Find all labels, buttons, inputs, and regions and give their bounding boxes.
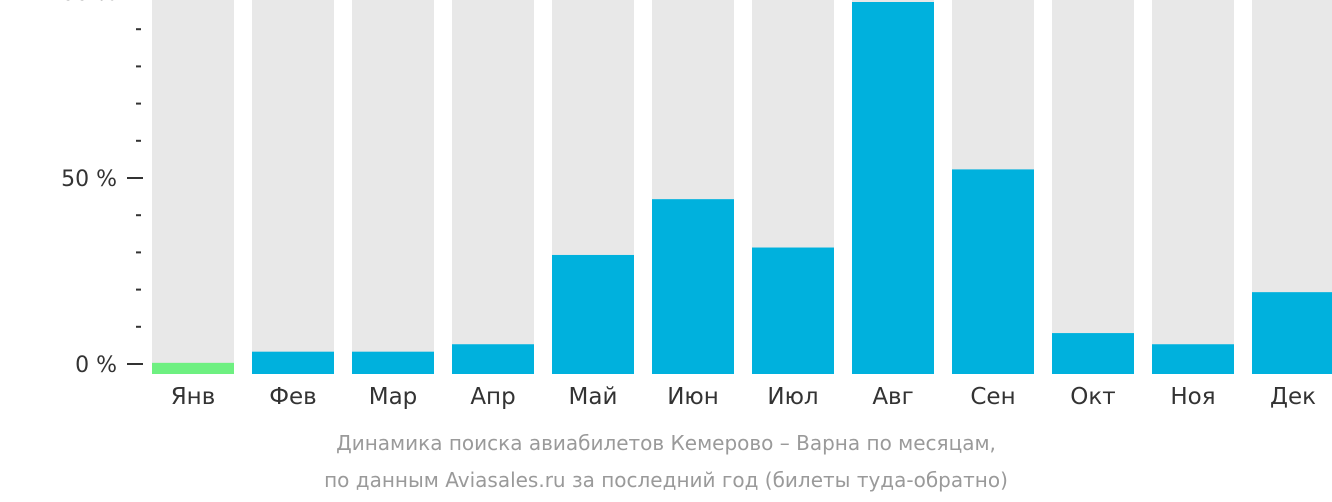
bar-chart: 0 % 50 % 100 % Янв Фев Мар Апр Май Июн Июл Авг Сен О… [47, 0, 1332, 410]
bar-background [1152, 0, 1234, 374]
x-tick-label: Июл [767, 384, 818, 410]
y-tick-label: 50 % [61, 167, 117, 192]
bar-background [352, 0, 434, 374]
x-tick-label: Дек [1270, 384, 1316, 410]
x-tick-label: Фев [269, 384, 317, 410]
bar-6 [652, 199, 734, 374]
bar-1 [152, 362, 234, 374]
bar-background [1052, 0, 1134, 374]
x-tick-label: Апр [470, 384, 515, 410]
bar-10 [1052, 333, 1134, 374]
bar-5 [552, 254, 634, 374]
x-tick-label: Авг [872, 384, 913, 410]
x-tick-label: Июн [667, 384, 719, 410]
bar-3 [352, 351, 434, 374]
bar-4 [452, 344, 534, 374]
x-tick-label: Мар [369, 384, 418, 410]
y-tick-label: 0 % [75, 353, 117, 378]
chart-caption-line-2: по данным Aviasales.ru за последний год … [324, 468, 1008, 492]
x-tick-label: Сен [970, 384, 1015, 410]
bar-12 [1252, 292, 1332, 374]
x-tick-label: Май [569, 384, 618, 410]
bar-background [252, 0, 334, 374]
bar-9 [952, 169, 1034, 374]
bar-8 [852, 2, 934, 374]
bar-background [452, 0, 534, 374]
x-tick-label: Янв [171, 384, 216, 410]
bar-background [152, 0, 234, 374]
y-tick-label: 100 % [47, 0, 117, 6]
bar-2 [252, 351, 334, 374]
bar-7 [752, 247, 834, 374]
x-tick-label: Окт [1070, 384, 1115, 410]
chart-caption-line-1: Динамика поиска авиабилетов Кемерово – В… [336, 431, 996, 455]
bar-11 [1152, 344, 1234, 374]
x-tick-label: Ноя [1170, 384, 1215, 410]
